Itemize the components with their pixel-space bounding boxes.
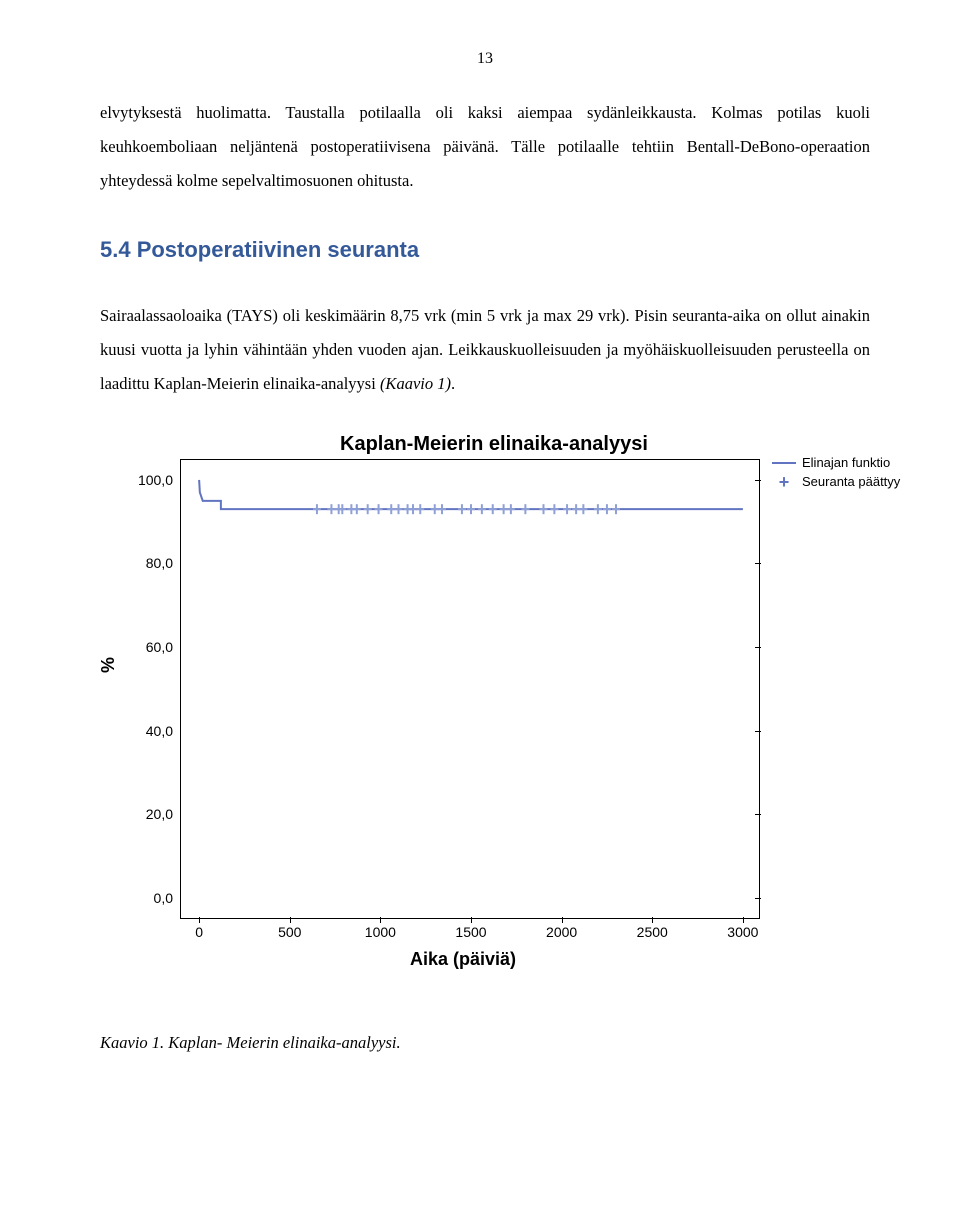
x-tick-mark (743, 917, 744, 923)
censor-mark-icon (572, 504, 580, 514)
censor-mark-icon (409, 504, 417, 514)
y-tick-label: 20,0 (146, 806, 181, 822)
censor-mark-icon (467, 504, 475, 514)
censor-mark-icon (612, 504, 620, 514)
censor-mark-icon (431, 504, 439, 514)
censor-mark-icon (550, 504, 558, 514)
x-tick-mark (562, 917, 563, 923)
censor-mark-icon (489, 504, 497, 514)
legend-plus-icon: + (772, 473, 796, 491)
legend-label-censor: Seuranta päättyy (802, 474, 900, 490)
y-tick-mark (755, 898, 761, 899)
censor-mark-icon (387, 504, 395, 514)
censor-mark-icon (507, 504, 515, 514)
x-tick-mark (380, 917, 381, 923)
y-tick-label: 40,0 (146, 723, 181, 739)
censor-mark-icon (327, 504, 335, 514)
paragraph-2-text: Sairaalassaoloaika (TAYS) oli keskimääri… (100, 306, 870, 393)
x-tick-mark (471, 917, 472, 923)
censor-mark-icon (563, 504, 571, 514)
y-tick-mark (755, 731, 761, 732)
censor-mark-icon (478, 504, 486, 514)
legend-row-function: Elinajan funktio (772, 455, 900, 471)
paragraph-2-tail: . (451, 374, 455, 393)
x-axis-label: Aika (päiviä) (410, 949, 516, 970)
censor-mark-icon (375, 504, 383, 514)
y-tick-label: 60,0 (146, 639, 181, 655)
censor-mark-icon (579, 504, 587, 514)
y-tick-mark (755, 480, 761, 481)
y-tick-mark (755, 563, 761, 564)
page-number: 13 (100, 50, 870, 68)
y-tick-label: 80,0 (146, 555, 181, 571)
chart-legend: Elinajan funktio + Seuranta päättyy (772, 455, 900, 493)
x-tick-mark (290, 917, 291, 923)
y-tick-mark (755, 647, 761, 648)
figure-caption: Kaavio 1. Kaplan- Meierin elinaika-analy… (100, 1033, 870, 1053)
censor-mark-icon (540, 504, 548, 514)
censor-mark-icon (438, 504, 446, 514)
paragraph-2-italic: (Kaavio 1) (380, 374, 451, 393)
censor-mark-icon (594, 504, 602, 514)
survival-chart: Kaplan-Meierin elinaika-analyysi % Aika … (80, 433, 910, 993)
y-tick-mark (755, 814, 761, 815)
censor-mark-icon (458, 504, 466, 514)
plot-area: 0,020,040,060,080,0100,00500100015002000… (180, 459, 760, 919)
censor-mark-icon (416, 504, 424, 514)
chart-title: Kaplan-Meierin elinaika-analyysi (340, 433, 648, 456)
censor-mark-icon (313, 504, 321, 514)
paragraph-2: Sairaalassaoloaika (TAYS) oli keskimääri… (100, 299, 870, 400)
censor-mark-icon (603, 504, 611, 514)
y-axis-label: % (98, 657, 119, 673)
survival-svg (181, 459, 761, 919)
y-tick-label: 100,0 (138, 472, 181, 488)
censor-mark-icon (521, 504, 529, 514)
censor-mark-icon (353, 504, 361, 514)
censor-mark-icon (395, 504, 403, 514)
paragraph-1: elvytyksestä huolimatta. Taustalla potil… (100, 96, 870, 197)
legend-line-icon (772, 462, 796, 464)
x-tick-mark (652, 917, 653, 923)
x-tick-mark (199, 917, 200, 923)
censor-mark-icon (500, 504, 508, 514)
section-heading: 5.4 Postoperatiivinen seuranta (100, 237, 870, 263)
y-tick-label: 0,0 (154, 890, 181, 906)
legend-row-censor: + Seuranta päättyy (772, 473, 900, 491)
censor-mark-icon (364, 504, 372, 514)
legend-label-function: Elinajan funktio (802, 455, 890, 471)
